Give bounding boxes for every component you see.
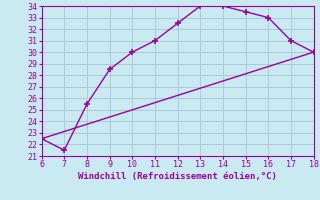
X-axis label: Windchill (Refroidissement éolien,°C): Windchill (Refroidissement éolien,°C) [78, 172, 277, 181]
